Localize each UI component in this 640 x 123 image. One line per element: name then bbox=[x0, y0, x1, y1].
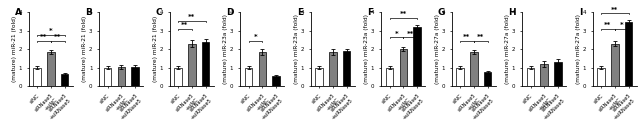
Text: **: ** bbox=[611, 7, 618, 13]
Bar bbox=[316, 68, 323, 86]
Bar bbox=[625, 22, 632, 86]
Text: H: H bbox=[508, 8, 516, 17]
Bar bbox=[61, 74, 68, 86]
Y-axis label: (mature) miR-23a (fold): (mature) miR-23a (fold) bbox=[223, 14, 228, 84]
Text: **: ** bbox=[477, 34, 484, 40]
Y-axis label: (mature) miR-21 (fold): (mature) miR-21 (fold) bbox=[12, 16, 17, 82]
Text: **: ** bbox=[54, 34, 61, 40]
Bar bbox=[118, 67, 125, 86]
Bar bbox=[244, 68, 252, 86]
Text: **: ** bbox=[181, 22, 189, 28]
Bar bbox=[470, 52, 477, 86]
Bar bbox=[272, 76, 280, 86]
Y-axis label: (mature) miR-27a (fold): (mature) miR-27a (fold) bbox=[435, 14, 440, 84]
Y-axis label: (mature) miR-23a (fold): (mature) miR-23a (fold) bbox=[294, 14, 299, 84]
Bar bbox=[541, 64, 548, 86]
Text: **: ** bbox=[604, 22, 611, 28]
Bar bbox=[413, 27, 421, 86]
Text: C: C bbox=[156, 8, 163, 17]
Bar bbox=[597, 68, 605, 86]
Bar bbox=[47, 52, 54, 86]
Bar bbox=[104, 68, 111, 86]
Y-axis label: (mature) miR-27a (fold): (mature) miR-27a (fold) bbox=[506, 14, 511, 84]
Bar bbox=[188, 44, 196, 86]
Bar bbox=[386, 68, 394, 86]
Bar bbox=[33, 68, 41, 86]
Bar bbox=[527, 68, 534, 86]
Bar bbox=[484, 72, 492, 86]
Y-axis label: (mature) miR-23a (fold): (mature) miR-23a (fold) bbox=[364, 14, 369, 84]
Bar bbox=[202, 42, 209, 86]
Text: A: A bbox=[15, 8, 22, 17]
Bar bbox=[343, 51, 350, 86]
Text: I: I bbox=[579, 8, 582, 17]
Text: **: ** bbox=[463, 34, 470, 40]
Text: F: F bbox=[367, 8, 373, 17]
Text: D: D bbox=[226, 8, 234, 17]
Text: B: B bbox=[85, 8, 92, 17]
Y-axis label: (mature) miR-21 (fold): (mature) miR-21 (fold) bbox=[83, 16, 88, 82]
Text: **: ** bbox=[399, 11, 407, 17]
Text: *: * bbox=[49, 28, 52, 34]
Y-axis label: (mature) miR-21 (fold): (mature) miR-21 (fold) bbox=[153, 16, 158, 82]
Bar bbox=[456, 68, 464, 86]
Text: G: G bbox=[438, 8, 445, 17]
Text: *: * bbox=[253, 34, 257, 40]
Bar bbox=[259, 52, 266, 86]
Text: **: ** bbox=[40, 34, 47, 40]
Text: *: * bbox=[620, 22, 623, 28]
Text: **: ** bbox=[406, 31, 414, 37]
Bar bbox=[611, 44, 618, 86]
Bar bbox=[174, 68, 182, 86]
Bar bbox=[329, 52, 337, 86]
Bar bbox=[554, 62, 562, 86]
Bar bbox=[399, 49, 407, 86]
Y-axis label: (mature) miR-27a (fold): (mature) miR-27a (fold) bbox=[576, 14, 581, 84]
Text: E: E bbox=[297, 8, 303, 17]
Bar bbox=[131, 67, 139, 86]
Text: **: ** bbox=[188, 14, 195, 20]
Text: *: * bbox=[395, 31, 398, 37]
